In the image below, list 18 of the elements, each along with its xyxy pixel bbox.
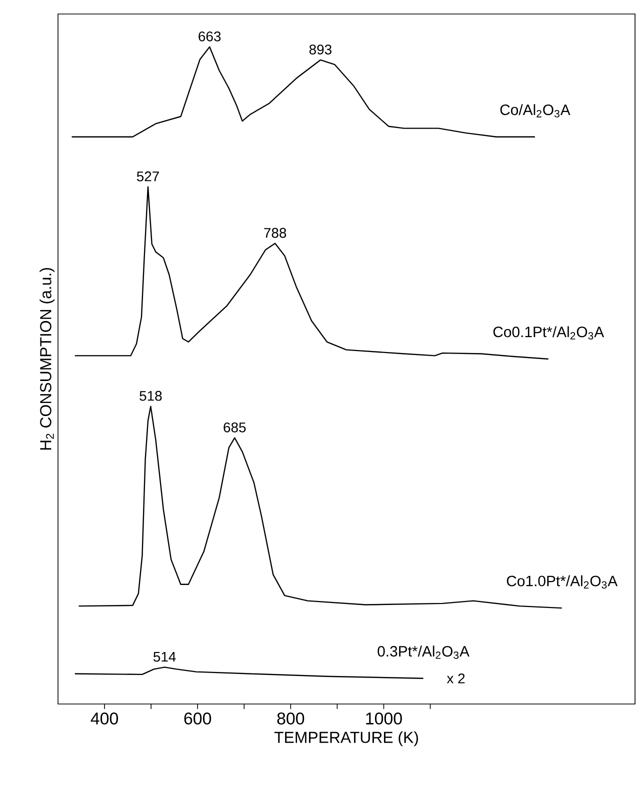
annotation: 514: [153, 652, 176, 662]
series-label: Co0.1Pt*/Al$_{2}$O$_{3}$A: [493, 326, 604, 340]
annotation: 788: [264, 228, 286, 238]
series-label: 0.3Pt*/Al$_{2}$O$_{3}$A: [378, 646, 470, 659]
annotation: 663: [198, 31, 221, 42]
x-tick-label: 600: [184, 712, 212, 724]
y-axis-title: H$_{2}$ CONSUMPTION (a.u.): [40, 268, 54, 450]
x-tick-label: 800: [277, 712, 304, 724]
annotation: x 2: [446, 673, 465, 684]
x-tick-label: 400: [90, 712, 118, 724]
x-tick-label: 1000: [366, 712, 402, 724]
series-label: Co/Al$_{2}$O$_{3}$A: [500, 104, 570, 118]
annotation: 893: [309, 44, 332, 54]
series-label: Co1.0Pt*/Al$_{2}$O$_{3}$A: [506, 575, 618, 589]
annotation: 527: [136, 171, 159, 182]
x-axis-title: TEMPERATURE (K): [274, 731, 418, 746]
annotation: 685: [224, 422, 246, 432]
annotation: 518: [140, 390, 162, 401]
